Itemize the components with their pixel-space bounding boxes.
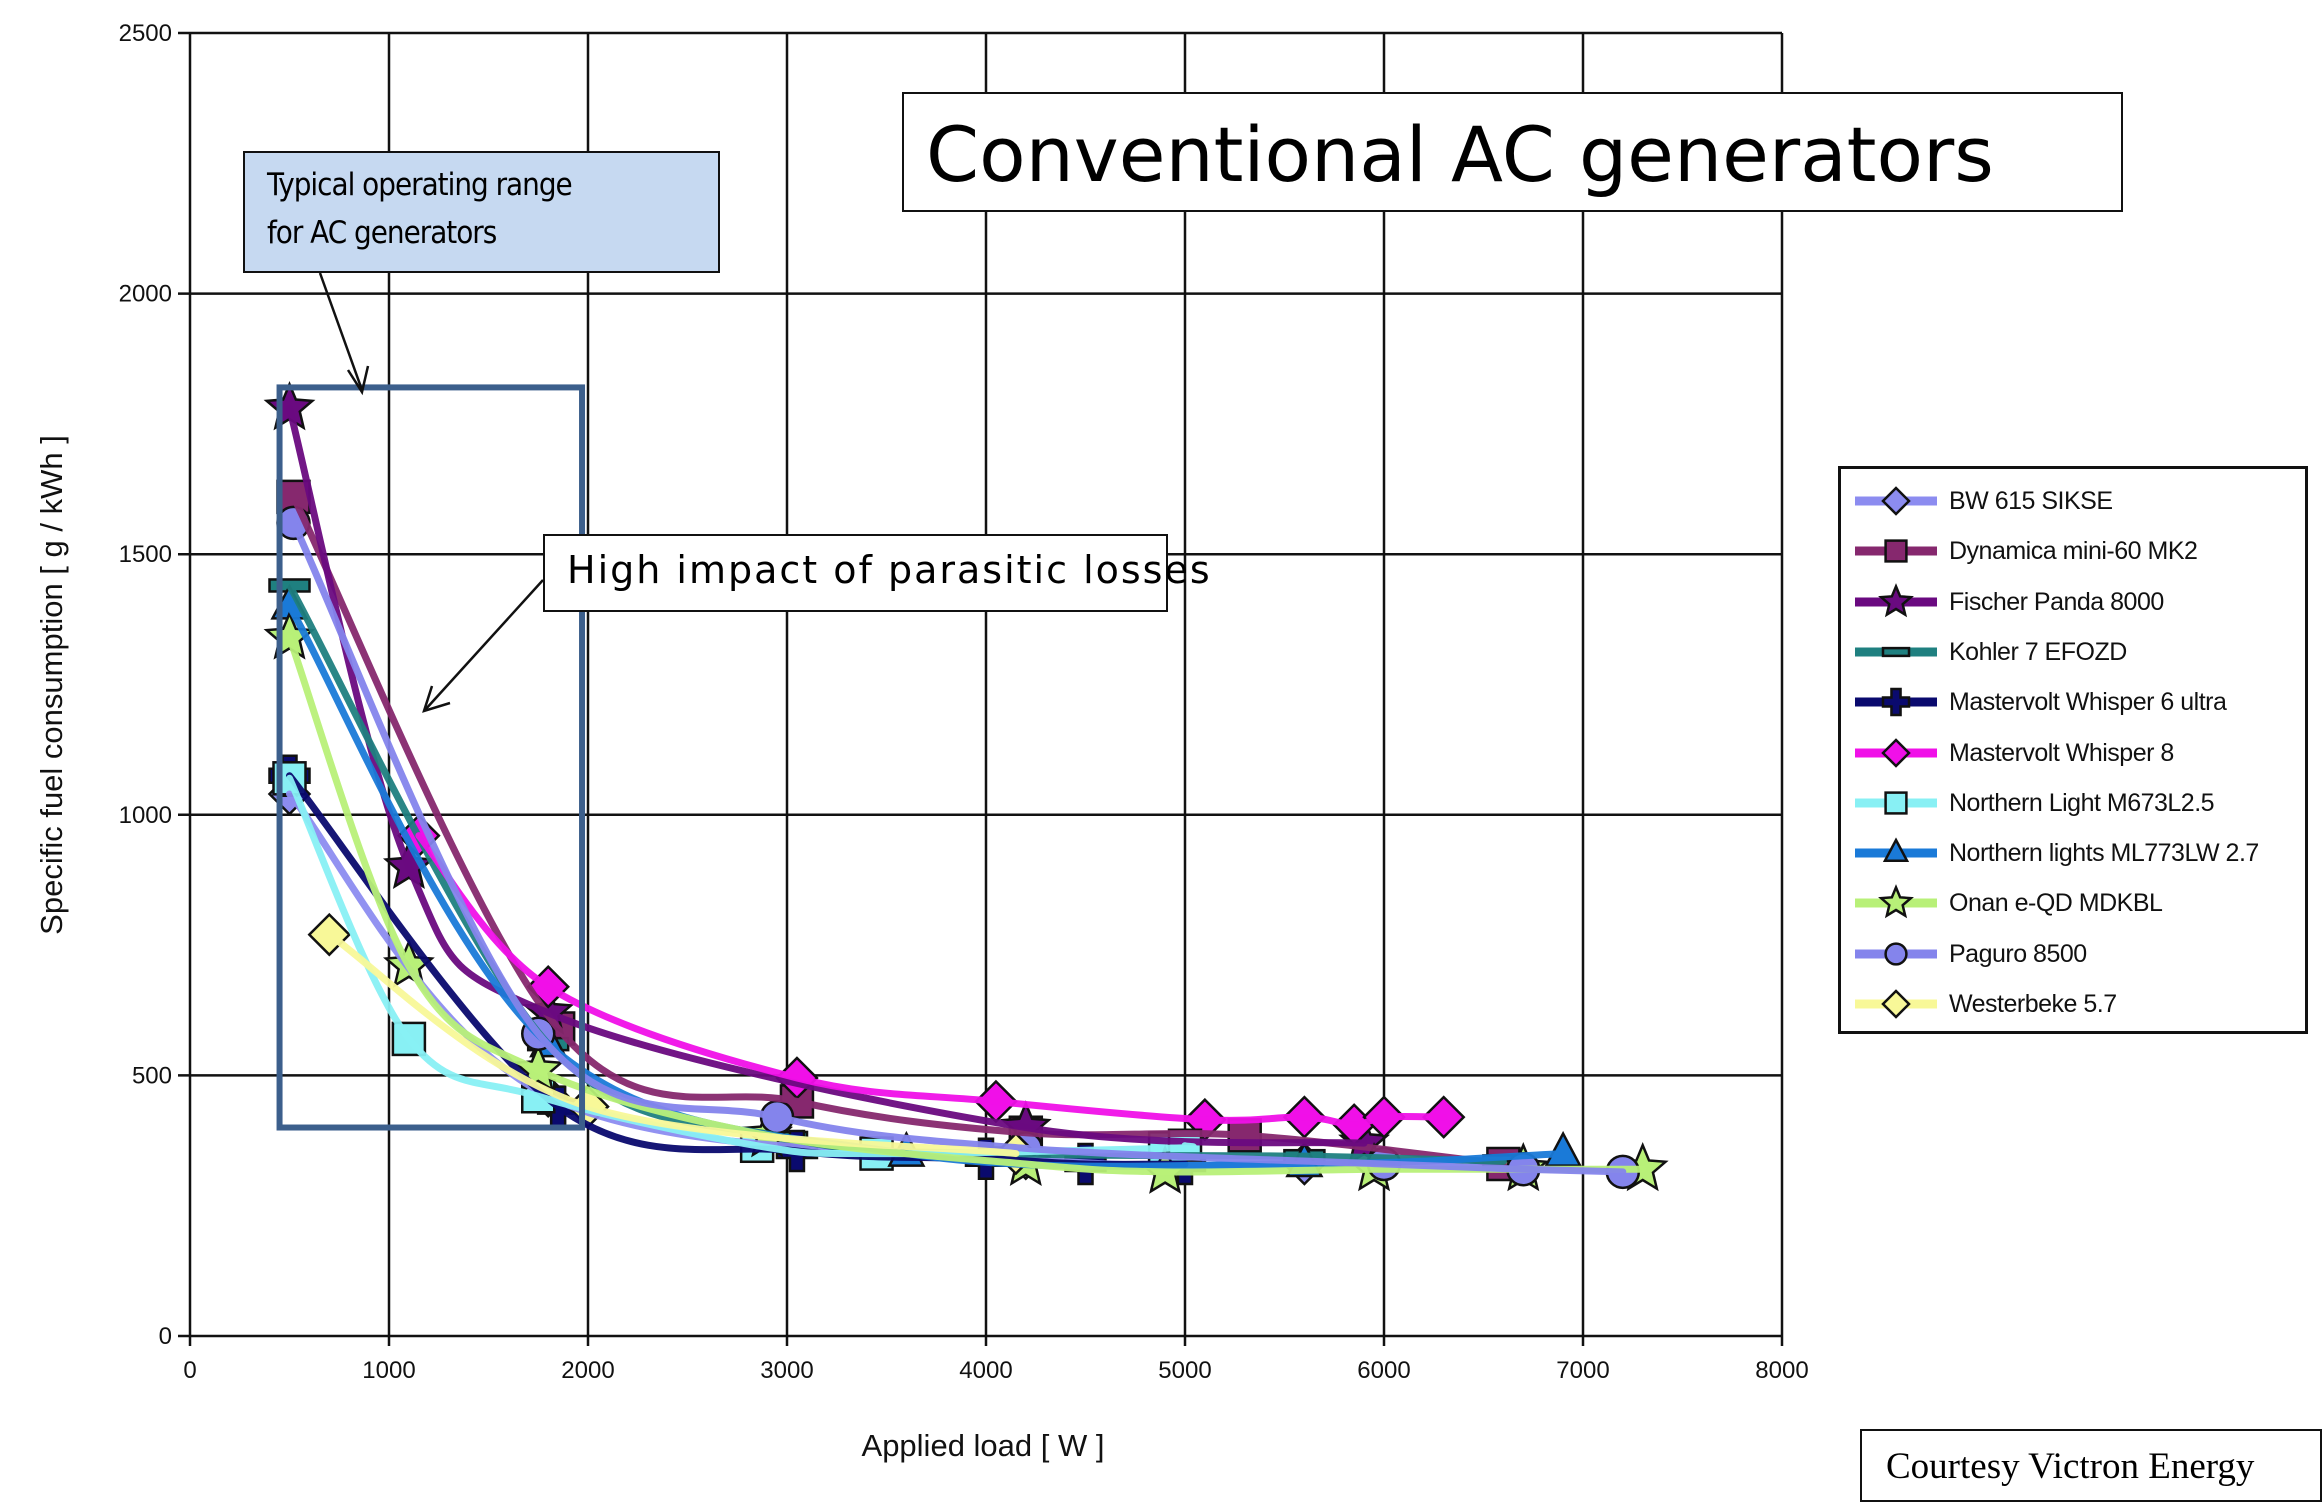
legend-item: Onan e-QD MDKBL (1841, 883, 2305, 923)
chart-title-box: Conventional AC generators (902, 92, 2123, 212)
y-tick-label: 500 (132, 1062, 172, 1089)
legend-swatch-icon (1855, 486, 1937, 516)
chart-title: Conventional AC generators (926, 110, 1994, 199)
x-axis-title: Applied load [ W ] (862, 1428, 1105, 1463)
arrowhead-icon (422, 685, 451, 713)
series-line (286, 634, 1647, 1176)
operating-range-label-line-2: for AC generators (267, 215, 497, 251)
series-line (289, 519, 1627, 1176)
y-tick-label: 0 (159, 1323, 172, 1350)
legend-swatch-icon (1855, 884, 1937, 919)
series-line (325, 931, 1020, 1158)
legend-label: BW 615 SIKSE (1949, 487, 2113, 515)
legend-label: Northern lights ML773LW 2.7 (1949, 839, 2259, 868)
legend-marker-icon (1878, 582, 1914, 617)
courtesy-box: Courtesy Victron Energy (1860, 1429, 2322, 1502)
legend-marker-icon (1881, 737, 1911, 768)
legend-swatch-icon (1855, 989, 1937, 1019)
legend-marker-icon (1881, 486, 1911, 516)
legend-marker-icon (1884, 791, 1908, 815)
legend-swatch-icon (1855, 737, 1937, 768)
parasitic-losses-label: High impact of parasitic losses (567, 548, 1212, 592)
series-layer (263, 381, 1669, 1194)
arrowhead-icon (346, 365, 370, 396)
legend-label: Westerbeke 5.7 (1949, 990, 2117, 1018)
axes: 0 1000 2000 3000 4000 5000 6000 7000 8000 0 500 100… (119, 20, 1809, 1384)
parasitic-losses-arrow (424, 579, 544, 711)
data-point (1544, 1130, 1583, 1167)
y-tick-label: 2500 (119, 20, 172, 47)
legend-marker-icon (1882, 837, 1910, 863)
y-axis-title: Specific fuel consumption [ g / kWh ] (34, 435, 69, 935)
operating-range-rect (276, 384, 586, 1131)
legend-label: Northern Light M673L2.5 (1949, 788, 2215, 817)
legend-label: Mastervolt Whisper 6 ultra (1949, 688, 2227, 717)
legend-swatch-icon (1855, 539, 1937, 563)
x-tick-label: 6000 (1357, 1357, 1410, 1384)
legend-marker-icon (1881, 646, 1911, 658)
legend-item: Northern lights ML773LW 2.7 (1841, 833, 2305, 873)
legend-item: BW 615 SIKSE (1841, 481, 2305, 521)
legend-marker-icon (1884, 942, 1908, 966)
legend-label: Dynamica mini-60 MK2 (1949, 537, 2198, 566)
legend-marker-icon (1878, 884, 1914, 919)
x-tick-label: 8000 (1755, 1357, 1808, 1384)
legend-label: Mastervolt Whisper 8 (1949, 738, 2174, 767)
legend-swatch-icon (1855, 942, 1937, 966)
legend-marker-icon (1881, 989, 1911, 1019)
legend-swatch-icon (1855, 837, 1937, 863)
legend-label: Onan e-QD MDKBL (1949, 889, 2163, 918)
x-tick-label: 4000 (959, 1357, 1012, 1384)
legend-swatch-icon (1855, 687, 1937, 717)
legend-item: Kohler 7 EFOZD (1841, 632, 2305, 672)
legend-swatch-icon (1855, 646, 1937, 658)
legend-item: Northern Light M673L2.5 (1841, 783, 2305, 823)
annotation-arrows (318, 272, 544, 713)
operating-range-layer (276, 384, 586, 1131)
legend-label: Fischer Panda 8000 (1949, 587, 2164, 616)
y-tick-label: 1000 (119, 802, 172, 829)
legend-marker-icon (1881, 687, 1911, 717)
operating-range-label-line-1: Typical operating range (267, 167, 573, 203)
parasitic-losses-callout: High impact of parasitic losses (543, 534, 1210, 612)
legend-swatch-icon (1855, 582, 1937, 617)
legend-label: Paguro 8500 (1949, 939, 2087, 968)
marker-layer (263, 381, 1669, 1194)
x-tick-label: 2000 (561, 1357, 614, 1384)
x-tick-label: 0 (183, 1357, 196, 1384)
legend-label: Kohler 7 EFOZD (1949, 637, 2127, 666)
y-tick-label: 1500 (119, 541, 172, 568)
operating-range-arrow (318, 272, 364, 391)
series-line (286, 404, 1368, 1147)
legend-item: Westerbeke 5.7 (1841, 984, 2305, 1024)
x-tick-label: 1000 (362, 1357, 415, 1384)
series-line (415, 832, 1448, 1129)
series-line (289, 493, 1507, 1168)
courtesy-label: Courtesy Victron Energy (1886, 1446, 2255, 1487)
y-tick-label: 2000 (119, 281, 172, 308)
legend-item: Fischer Panda 8000 (1841, 582, 2305, 622)
legend-item: Dynamica mini-60 MK2 (1841, 531, 2305, 571)
legend-item: Mastervolt Whisper 6 ultra (1841, 682, 2305, 722)
legend: BW 615 SIKSE Dynamica mini-60 MK2 Fischer … (1838, 466, 2308, 1034)
legend-marker-icon (1884, 539, 1908, 563)
legend-item: Mastervolt Whisper 8 (1841, 733, 2305, 773)
legend-swatch-icon (1855, 791, 1937, 815)
x-tick-label: 3000 (760, 1357, 813, 1384)
series-line (286, 774, 1197, 1158)
legend-item: Paguro 8500 (1841, 934, 2305, 974)
x-tick-label: 5000 (1158, 1357, 1211, 1384)
operating-range-callout: Typical operating range for AC generator… (243, 151, 720, 273)
x-tick-label: 7000 (1556, 1357, 1609, 1384)
